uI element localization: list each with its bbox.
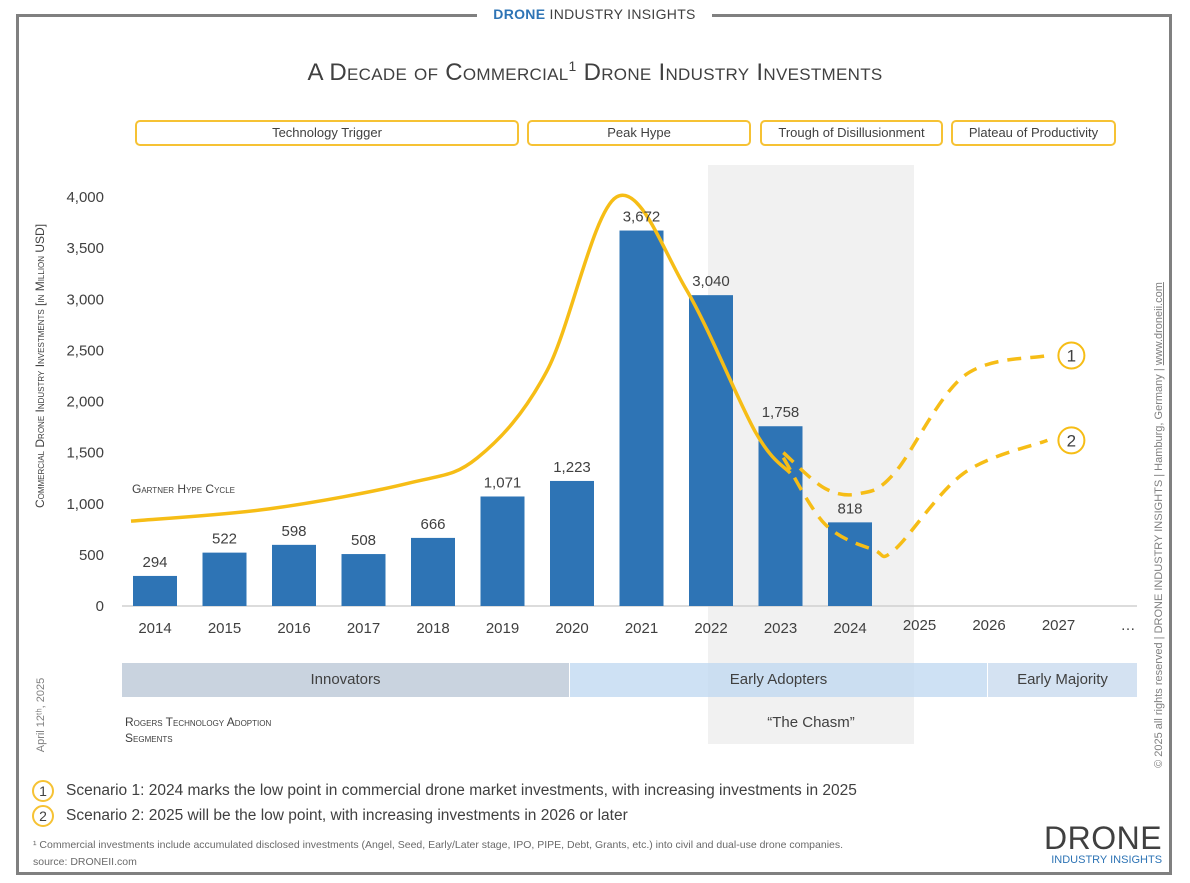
gartner-hype-cycle-label: Gartner Hype Cycle — [132, 482, 235, 496]
scenario-2-marker: 2 — [32, 805, 54, 827]
x-tick-label: 2021 — [625, 620, 658, 637]
bar — [341, 554, 386, 606]
title-pre: A Decade of Commercial — [307, 59, 569, 86]
segment-innovators: Innovators — [122, 663, 569, 697]
rogers-label: Rogers Technology Adoption Segments — [125, 714, 271, 746]
bar — [202, 552, 247, 606]
hype-cycle-curve — [130, 193, 792, 523]
scenario-2-text: Scenario 2: 2025 will be the low point, … — [66, 807, 628, 824]
x-tick-label: 2015 — [208, 620, 241, 637]
y-tick-label: 2,500 — [66, 342, 104, 359]
logo-line2: INDUSTRY INSIGHTS — [1051, 854, 1163, 866]
bar — [480, 496, 525, 606]
x-tick-label: 2026 — [972, 617, 1005, 634]
scenario-1-marker: 1 — [32, 780, 54, 802]
y-tick-label: 4,000 — [66, 189, 104, 206]
y-axis-label: Commercial Drone Industry Investments [i… — [33, 223, 47, 509]
frame-top-left-rule — [16, 14, 477, 17]
bar-value-label: 666 — [420, 516, 445, 533]
x-tick-label: 2018 — [416, 620, 449, 637]
x-tick-label: 2020 — [555, 620, 588, 637]
x-tick-label: 2027 — [1042, 617, 1075, 634]
footnote: ¹ Commercial investments include accumul… — [33, 839, 844, 851]
copyright-sidebar: © 2025 all rights reserved | DRONE INDUS… — [1153, 282, 1165, 768]
phase-peak-hype: Peak Hype — [527, 120, 751, 146]
date-stamp: April 12ᵗʰ, 2025 — [35, 677, 47, 753]
bar-value-label: 1,758 — [762, 404, 800, 421]
bar — [828, 522, 872, 606]
scenario-2-end-marker — [1057, 426, 1086, 455]
website-link[interactable]: www.droneii.com — [1153, 282, 1165, 366]
y-tick-label: 1,000 — [66, 496, 104, 513]
bar — [758, 426, 803, 606]
y-tick-label: 500 — [79, 547, 104, 564]
bar-value-label: 294 — [142, 554, 167, 571]
y-tick-label: 2,000 — [66, 394, 104, 411]
brand-header: DRONE INDUSTRY INSIGHTS — [477, 6, 712, 22]
bar-value-label: 1,071 — [484, 474, 522, 491]
scenario-2-curve — [781, 438, 1049, 559]
phase-plateau: Plateau of Productivity — [951, 120, 1116, 146]
bar — [411, 537, 455, 606]
x-tick-label: 2024 — [833, 620, 866, 637]
bar — [689, 295, 733, 606]
scenario-1-curve — [782, 353, 1048, 497]
x-tick-label: 2022 — [694, 620, 727, 637]
segment-early-majority: Early Majority — [988, 663, 1137, 697]
bar-value-label: 1,223 — [553, 459, 591, 476]
scenario-1-end-marker-label: 1 — [1067, 346, 1076, 365]
rogers-label-line1: Rogers Technology Adoption — [125, 715, 272, 729]
y-tick-label: 0 — [96, 598, 104, 615]
x-tick-label: 2019 — [486, 620, 519, 637]
phase-trough: Trough of Disillusionment — [760, 120, 943, 146]
scenario-2-end-marker-label: 2 — [1067, 431, 1076, 450]
bar-value-label: 3,040 — [692, 273, 730, 290]
bar — [272, 544, 316, 606]
scenario-1-end-marker — [1057, 341, 1086, 370]
x-tick-label: … — [1121, 617, 1136, 634]
logo-line1: DRONE — [1044, 820, 1163, 856]
source-note: source: DRONEII.com — [33, 856, 137, 868]
y-tick-label: 3,000 — [66, 291, 104, 308]
x-tick-label: 2025 — [903, 617, 936, 634]
bar-value-label: 3,672 — [623, 209, 661, 226]
logo: DRONE INDUSTRY INSIGHTS — [1044, 822, 1162, 866]
y-tick-label: 1,500 — [66, 445, 104, 462]
scenario-2-legend: 2 Scenario 2: 2025 will be the low point,… — [32, 804, 628, 828]
x-tick-label: 2014 — [138, 620, 171, 637]
x-tick-label: 2017 — [347, 620, 380, 637]
copyright-text: © 2025 all rights reserved | DRONE INDUS… — [1153, 365, 1165, 768]
bar — [133, 575, 177, 606]
page-frame — [16, 15, 1172, 875]
segment-early-adopters: Early Adopters — [570, 663, 987, 697]
rogers-label-line2: Segments — [125, 731, 173, 745]
bar-value-label: 598 — [281, 523, 306, 540]
chasm-shading — [708, 165, 914, 744]
chart-title: A Decade of Commercial1 Drone Industry I… — [0, 58, 1190, 87]
x-tick-label: 2023 — [764, 620, 797, 637]
scenario-1-legend: 1 Scenario 1: 2024 marks the low point in… — [32, 779, 857, 803]
x-tick-label: 2016 — [277, 620, 310, 637]
bar — [550, 480, 594, 606]
brand-bold: DRONE — [493, 6, 546, 22]
brand-rest: INDUSTRY INSIGHTS — [545, 6, 696, 22]
title-post: Drone Industry Investments — [576, 59, 883, 86]
scenario-1-text: Scenario 1: 2024 marks the low point in … — [66, 782, 857, 799]
bar — [619, 230, 664, 606]
frame-top-right-rule — [712, 14, 1172, 17]
bar-value-label: 508 — [351, 532, 376, 549]
phase-technology-trigger: Technology Trigger — [135, 120, 519, 146]
title-footnote-marker: 1 — [568, 58, 577, 74]
chasm-label: “The Chasm” — [767, 714, 855, 731]
bar-value-label: 818 — [837, 500, 862, 517]
y-tick-label: 3,500 — [66, 240, 104, 257]
bar-value-label: 522 — [212, 531, 237, 548]
